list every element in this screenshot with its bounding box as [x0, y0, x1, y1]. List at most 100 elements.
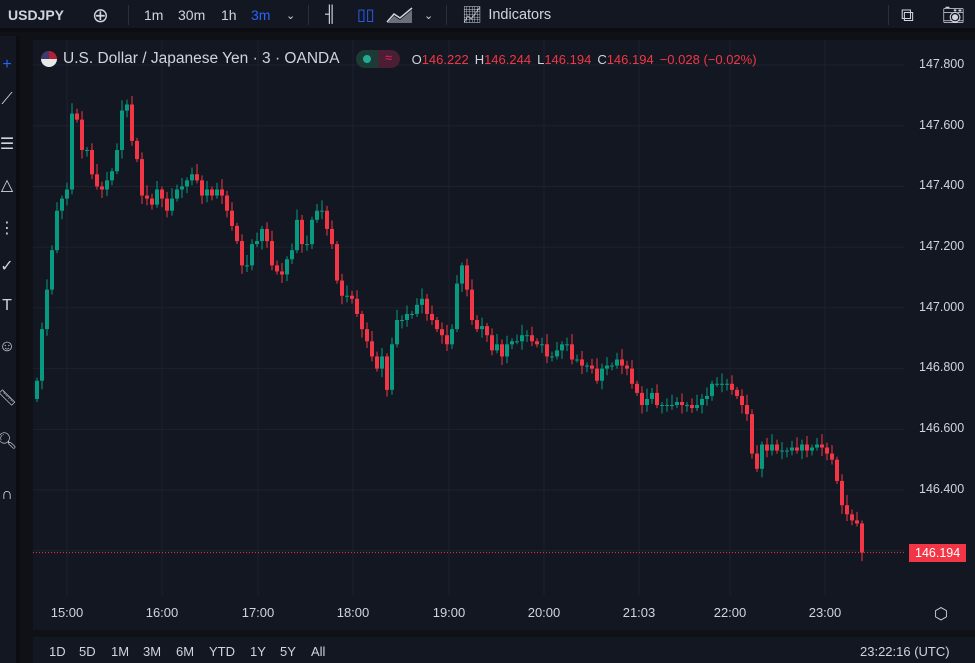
range-3m[interactable]: 3M [143, 644, 162, 659]
candle-body [590, 365, 594, 369]
candles-chart-icon[interactable]: ▯▯ [357, 7, 375, 24]
divider [128, 5, 129, 25]
candle-body [135, 140, 139, 160]
candlestick-chart[interactable] [33, 40, 905, 630]
trend-line-icon[interactable]: ⟋ [1, 91, 13, 108]
candle-body [90, 150, 94, 175]
price-tick: 147.000 [919, 300, 965, 314]
chart-settings-icon[interactable]: ⬡ [934, 606, 948, 623]
symbol-search-button[interactable]: USDJPY [8, 7, 65, 23]
prediction-icon[interactable]: ⋮ [0, 220, 15, 237]
interval-chevron-down-icon[interactable]: ⌄ [286, 9, 296, 22]
candle-body [845, 505, 849, 515]
interval-1h[interactable]: 1h [221, 7, 237, 23]
candle-body [685, 405, 689, 407]
candle-body [120, 110, 124, 151]
range-ytd[interactable]: YTD [209, 644, 235, 659]
candle-body [405, 313, 409, 321]
range-1d[interactable]: 1D [49, 644, 66, 659]
chart-pane[interactable]: U.S. Dollar / Japanese Yen · 3 · OANDA ≈… [33, 40, 905, 630]
open-external-icon[interactable]: ⧉ [901, 4, 914, 25]
candle-body [820, 444, 824, 448]
candle-body [815, 444, 819, 448]
bottom-toolbar: 1D 5D 1M 3M 6M YTD 1Y 5Y All 23:22:16 (U… [33, 637, 975, 663]
candle-body [610, 365, 614, 367]
price-axis[interactable]: 147.800 147.600 147.400 147.200 147.000 … [905, 40, 975, 630]
candle-body [825, 447, 829, 454]
candle-body [45, 289, 49, 330]
candle-body [780, 450, 784, 452]
crosshair-icon[interactable]: + [2, 56, 12, 73]
candle-body [390, 344, 394, 390]
candle-body [650, 392, 654, 399]
range-all[interactable]: All [311, 644, 326, 659]
utc-clock[interactable]: 23:22:16 (UTC) [860, 644, 950, 659]
interval-1m[interactable]: 1m [144, 7, 164, 23]
chart-type-chevron-down-icon[interactable]: ⌄ [424, 9, 434, 22]
brush-icon[interactable]: ✓ [0, 258, 14, 275]
candle-body [165, 198, 169, 211]
ruler-icon[interactable]: 📏︎ [0, 390, 18, 407]
candle-body [145, 195, 149, 199]
candle-body [760, 444, 764, 469]
candle-body [705, 395, 709, 399]
candle-body [280, 271, 284, 275]
current-price-label: 146.194 [909, 544, 967, 562]
emoji-icon[interactable]: ☺ [0, 338, 16, 355]
candle-body [360, 313, 364, 330]
candle-body [305, 244, 309, 246]
candle-body [40, 329, 44, 381]
zoom-icon[interactable]: 🔍︎ [0, 433, 18, 450]
candle-body [530, 335, 534, 342]
change-value: −0.028 (−0.02%) [659, 51, 757, 67]
time-tick: 22:00 [713, 605, 747, 620]
candle-body [790, 447, 794, 451]
candle-body [255, 241, 259, 245]
indicators-button[interactable]: 📈︎ Indicators [462, 0, 551, 30]
candle-body [185, 180, 189, 187]
candle-body [335, 244, 339, 281]
range-1y[interactable]: 1Y [250, 644, 266, 659]
market-status-badge[interactable]: ≈ [355, 50, 400, 68]
compare-add-icon[interactable]: ⊕ [92, 4, 109, 27]
candle-body [395, 320, 399, 345]
candle-body [665, 405, 669, 407]
candle-body [560, 344, 564, 351]
indicators-label: Indicators [488, 7, 552, 23]
range-1m[interactable]: 1M [111, 644, 130, 659]
fib-retracement-icon[interactable]: ☰ [0, 136, 15, 153]
pattern-icon[interactable]: △ [0, 177, 14, 194]
camera-snapshot-icon[interactable]: 📷︎ [942, 4, 965, 25]
candle-body [250, 244, 254, 266]
text-icon[interactable]: T [2, 297, 12, 314]
candle-body [480, 326, 484, 330]
candle-body [795, 447, 799, 451]
interval-30m[interactable]: 30m [178, 7, 206, 23]
candle-body [430, 313, 434, 321]
bar-chart-icon[interactable]: ╢ [325, 6, 337, 23]
candle-body [125, 104, 129, 111]
high-label: H [474, 51, 485, 67]
candle-body [345, 295, 349, 297]
candle-body [720, 383, 724, 385]
candle-body [715, 383, 719, 385]
candle-body [215, 189, 219, 196]
candle-body [340, 280, 344, 296]
range-6m[interactable]: 6M [176, 644, 195, 659]
candle-body [400, 320, 404, 322]
range-5y[interactable]: 5Y [280, 644, 296, 659]
interval-3m-active[interactable]: 3m [251, 7, 271, 23]
time-tick: 15:00 [50, 605, 84, 620]
candle-body [110, 171, 114, 181]
candle-body [695, 405, 699, 409]
magnet-icon[interactable]: ∩ [1, 486, 13, 503]
candle-body [60, 198, 64, 211]
candle-body [620, 359, 624, 366]
range-5d[interactable]: 5D [79, 644, 96, 659]
candle-body [455, 283, 459, 330]
delayed-data-icon: ≈ [377, 50, 400, 68]
area-chart-icon[interactable] [386, 0, 414, 30]
candle-body [35, 380, 39, 399]
candle-body [745, 405, 749, 415]
candle-body [290, 250, 294, 260]
